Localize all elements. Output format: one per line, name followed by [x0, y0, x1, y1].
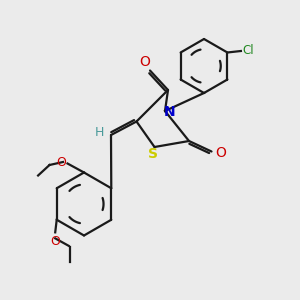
- Text: N: N: [164, 106, 175, 119]
- Text: O: O: [139, 55, 150, 69]
- Text: Cl: Cl: [242, 44, 254, 58]
- Text: O: O: [50, 235, 60, 248]
- Text: H: H: [95, 125, 104, 139]
- Text: S: S: [148, 147, 158, 160]
- Text: O: O: [56, 155, 66, 169]
- Text: O: O: [215, 146, 226, 160]
